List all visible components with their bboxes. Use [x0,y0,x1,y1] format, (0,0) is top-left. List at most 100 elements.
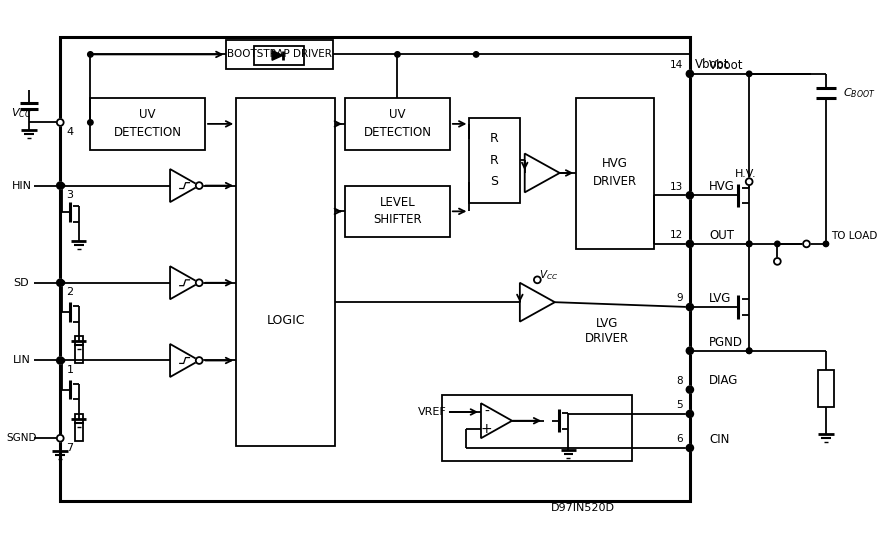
Text: +: + [481,423,493,436]
Text: CIN: CIN [709,433,730,446]
Circle shape [746,71,752,76]
Text: 5: 5 [677,400,683,410]
Text: SHIFTER: SHIFTER [373,213,422,226]
Circle shape [746,348,752,354]
Circle shape [88,52,93,57]
Circle shape [687,445,693,451]
Text: LVG: LVG [596,317,619,330]
Circle shape [534,277,540,283]
Bar [576,98,654,249]
Text: R: R [490,154,499,167]
Circle shape [803,240,810,247]
Circle shape [686,411,693,417]
Circle shape [57,182,63,189]
Text: UV: UV [139,108,156,121]
Circle shape [686,386,693,393]
Circle shape [687,304,693,310]
Text: HVG: HVG [602,157,628,170]
Circle shape [686,445,693,451]
Text: H.V.: H.V. [735,169,756,179]
Circle shape [60,183,64,188]
Circle shape [687,71,693,76]
Circle shape [746,241,752,247]
Bar [345,186,450,237]
Circle shape [823,241,829,247]
Circle shape [57,357,63,364]
Circle shape [687,71,693,76]
Text: LOGIC: LOGIC [267,314,305,327]
Text: DETECTION: DETECTION [363,126,431,139]
Circle shape [774,241,780,247]
Text: UV: UV [389,108,406,121]
Text: D97IN520D: D97IN520D [551,503,615,513]
Bar [60,37,690,501]
Bar [75,414,83,441]
Text: $V_{CC}$: $V_{CC}$ [539,268,559,282]
Text: DETECTION: DETECTION [114,126,181,139]
Bar [91,98,205,150]
Text: 9: 9 [677,293,683,303]
Text: DRIVER: DRIVER [593,175,637,188]
Circle shape [686,348,693,354]
Text: DIAG: DIAG [709,374,738,388]
Text: OUT: OUT [709,228,734,242]
Circle shape [687,193,693,198]
Circle shape [686,240,693,247]
Text: $C_{BOOT}$: $C_{BOOT}$ [843,86,876,100]
Text: LVG: LVG [709,292,731,305]
Bar [442,395,632,461]
Text: DRIVER: DRIVER [585,332,629,345]
Text: PGND: PGND [709,335,744,349]
Circle shape [687,71,693,76]
Circle shape [395,52,400,57]
Circle shape [746,241,752,247]
Circle shape [687,348,693,354]
Text: 13: 13 [670,182,683,192]
Circle shape [57,183,63,188]
Circle shape [57,435,63,441]
Text: $V_{CC}$: $V_{CC}$ [11,106,32,120]
Text: S: S [490,175,499,188]
Circle shape [686,192,693,199]
Bar [226,40,334,69]
Text: Vboot: Vboot [694,58,730,71]
Text: LIN: LIN [12,356,30,366]
Circle shape [60,281,64,285]
Circle shape [195,357,202,364]
Circle shape [746,348,752,354]
Text: SGND: SGND [6,433,37,443]
Circle shape [195,182,202,189]
Text: 4: 4 [66,127,74,137]
Text: R: R [490,132,499,145]
Text: BOOTSTRAP DRIVER: BOOTSTRAP DRIVER [227,49,333,59]
Circle shape [687,411,693,417]
Circle shape [57,280,63,285]
Text: TO LOAD: TO LOAD [831,231,877,241]
Text: 2: 2 [66,288,74,298]
Text: VREF: VREF [418,407,447,417]
Bar [469,117,520,203]
Bar [818,370,833,407]
Bar [345,98,450,150]
Circle shape [686,304,693,310]
Circle shape [687,387,693,393]
Circle shape [57,279,63,286]
Bar [236,98,335,446]
Circle shape [57,183,63,188]
Circle shape [473,52,479,57]
Text: 3: 3 [67,191,73,200]
Text: 6: 6 [677,434,683,444]
Circle shape [57,358,63,363]
Circle shape [57,358,63,363]
Circle shape [88,120,93,125]
Bar [253,46,304,65]
Text: 8: 8 [677,376,683,386]
Circle shape [745,178,752,185]
Text: -: - [484,405,489,419]
Circle shape [687,241,693,247]
Circle shape [57,119,63,126]
Text: 12: 12 [670,230,683,240]
Bar [75,336,83,363]
Circle shape [686,70,693,77]
Text: 14: 14 [670,60,683,70]
